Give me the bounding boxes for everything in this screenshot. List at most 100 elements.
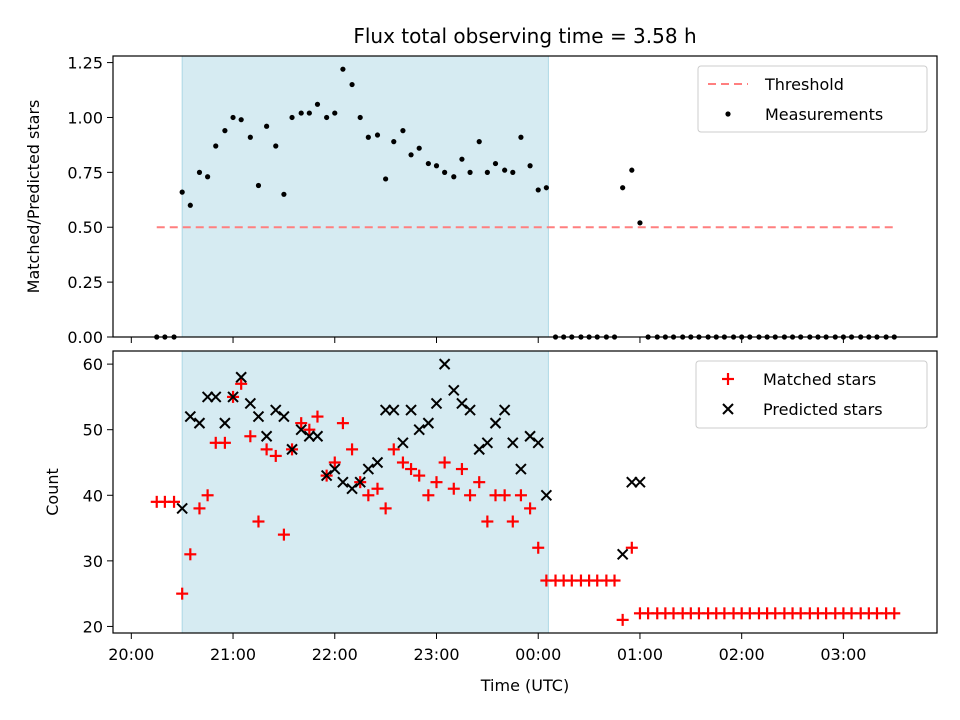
predicted-star-point	[413, 423, 425, 436]
measurement-point	[332, 110, 338, 116]
x-b	[227, 391, 239, 403]
predicted-star-point	[176, 502, 188, 515]
predicted-star-point	[235, 371, 247, 383]
x-b	[371, 456, 384, 469]
predicted-star-point	[540, 489, 553, 501]
predicted-star-point	[193, 417, 206, 429]
x-b	[278, 410, 290, 423]
predicted-stars-points	[176, 358, 646, 561]
x-b	[626, 476, 638, 488]
matched-star-point	[260, 443, 273, 456]
predicted-star-point	[270, 404, 282, 416]
measurement-point	[451, 174, 457, 180]
legend-predicted-label: Predicted stars	[763, 400, 883, 419]
y-axis-label: Matched/Predicted stars	[24, 100, 43, 294]
predicted-star-point	[405, 404, 417, 416]
legend-measurements-label: Measurements	[765, 105, 883, 124]
y-tick-label: 20	[83, 617, 103, 636]
measurement-point	[391, 139, 397, 145]
matched-star-point	[371, 482, 384, 495]
x-b	[634, 476, 646, 488]
x-b	[362, 463, 375, 475]
x-b	[176, 502, 188, 515]
y-tick-label: 0.50	[67, 218, 103, 237]
matched-stars-points	[150, 377, 901, 626]
matched-star-point	[405, 463, 418, 476]
measurement-point	[467, 169, 473, 175]
matched-star-point	[252, 515, 265, 528]
x-b	[498, 404, 511, 416]
measurement-point	[298, 110, 304, 116]
x-b	[320, 469, 333, 482]
measurement-point	[179, 189, 185, 195]
matched-star-point	[473, 476, 486, 489]
matched-star-point	[430, 476, 443, 489]
legend-matched-label: Matched stars	[763, 370, 876, 389]
matched-star-point	[295, 417, 308, 430]
predicted-star-point	[515, 463, 527, 475]
predicted-star-point	[448, 384, 460, 397]
x-axis-ticks	[130, 337, 844, 343]
x-b	[456, 397, 468, 410]
measurement-point	[222, 128, 228, 134]
measurement-point	[213, 143, 219, 149]
matched-star-point	[464, 489, 477, 502]
measurement-point	[476, 139, 482, 145]
x-tick-label: 20:00	[108, 645, 154, 664]
count-panel: 20 30 40 50 60 20:00 21:00 22:00 23:00 00:00 01:0…	[43, 350, 938, 695]
x-b	[422, 417, 435, 429]
x-b	[540, 489, 553, 501]
predicted-star-point	[201, 391, 214, 403]
measurement-point	[527, 163, 533, 169]
matched-star-point	[235, 377, 248, 390]
legend-box	[697, 65, 928, 133]
x-b	[379, 404, 392, 416]
measurement-point	[629, 167, 635, 173]
measurement-point	[374, 132, 381, 138]
legend-threshold-label: Threshold	[764, 75, 844, 94]
x-b	[219, 417, 231, 429]
predicted-star-point	[329, 463, 341, 475]
predicted-star-point	[227, 391, 239, 403]
matched-star-point	[888, 607, 901, 620]
x-tick-label: 22:00	[312, 645, 358, 664]
predicted-star-point	[260, 430, 273, 442]
y-tick-label: 0.75	[67, 163, 103, 182]
matched-star-point	[455, 463, 468, 476]
measurement-point	[459, 156, 465, 162]
matched-star-point	[201, 489, 214, 502]
measurement-point	[205, 174, 211, 180]
x-b	[405, 404, 417, 416]
predicted-star-point	[244, 397, 257, 410]
y-axis-label: Count	[43, 468, 62, 516]
predicted-star-point	[456, 397, 468, 410]
predicted-star-point	[532, 437, 544, 449]
measurement-point	[620, 185, 626, 191]
y-tick-label: 1.00	[67, 108, 103, 127]
matched-star-point	[328, 456, 341, 469]
predicted-star-point	[346, 483, 358, 495]
x-b	[489, 417, 502, 429]
x-b	[524, 430, 536, 442]
observing-span	[181, 350, 549, 634]
ratio-panel: 0.00 0.25 0.50 0.75 1.00 1.25 Matched/Predict…	[24, 54, 938, 347]
matched-star-point	[346, 443, 359, 456]
measurement-point	[442, 169, 448, 175]
legend-predicted-swatch	[722, 403, 734, 415]
x-tick-label: 23:00	[413, 645, 459, 664]
measurement-point	[196, 169, 203, 175]
predicted-star-point	[388, 404, 400, 416]
matched-star-point	[422, 489, 435, 502]
matched-star-point	[176, 587, 189, 600]
x-b	[210, 391, 222, 403]
x-tick-label: 03:00	[820, 645, 866, 664]
predicted-star-point	[371, 456, 384, 469]
predicted-star-point	[337, 476, 349, 488]
measurement-point	[264, 123, 270, 129]
x-b	[515, 463, 527, 475]
x-b	[616, 548, 629, 561]
y-tick-label: 40	[83, 486, 103, 505]
plot-frame	[112, 350, 938, 634]
measurement-point	[535, 187, 541, 193]
measurement-point	[408, 152, 414, 158]
